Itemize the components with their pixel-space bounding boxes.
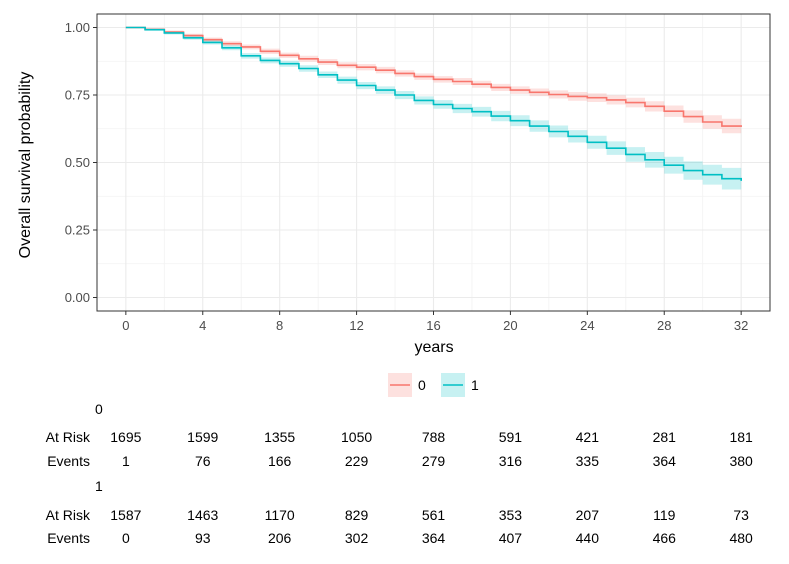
risk-events-value: 466 xyxy=(653,530,677,546)
risk-at-risk-value: 1050 xyxy=(341,429,372,445)
risk-stratum-header-0: 0 xyxy=(95,401,103,417)
risk-events-value: 1 xyxy=(122,453,130,469)
risk-at-risk-value: 1355 xyxy=(264,429,295,445)
risk-events-value: 279 xyxy=(422,453,446,469)
risk-row-label-at-risk: At Risk xyxy=(46,507,91,523)
risk-events-value: 364 xyxy=(653,453,677,469)
survival-line-0 xyxy=(125,26,742,127)
risk-at-risk-value: 353 xyxy=(499,507,523,523)
grid-major xyxy=(97,14,770,311)
risk-row-label-events: Events xyxy=(47,530,90,546)
risk-at-risk-value: 207 xyxy=(576,507,600,523)
risk-at-risk-value: 1599 xyxy=(187,429,218,445)
risk-at-risk-value: 281 xyxy=(653,429,677,445)
risk-at-risk-value: 421 xyxy=(576,429,600,445)
risk-events-value: 93 xyxy=(195,530,211,546)
y-tick-label: 0.50 xyxy=(65,155,90,170)
legend-label-0: 0 xyxy=(418,377,426,393)
risk-at-risk-value: 1587 xyxy=(110,507,141,523)
y-axis: 0.00 0.25 0.50 0.75 1.00 xyxy=(65,20,97,305)
survival-line-1 xyxy=(125,26,742,181)
y-tick-label: 0.75 xyxy=(65,88,90,103)
risk-events-value: 206 xyxy=(268,530,292,546)
risk-events-value: 440 xyxy=(576,530,600,546)
legend-label-1: 1 xyxy=(471,377,479,393)
y-tick-label: 0.25 xyxy=(65,223,90,238)
x-tick-label: 12 xyxy=(349,318,363,333)
risk-events-value: 302 xyxy=(345,530,369,546)
risk-events-value: 480 xyxy=(729,530,753,546)
risk-events-value: 76 xyxy=(195,453,211,469)
y-axis-title: Overall survival probability xyxy=(17,72,34,259)
x-tick-label: 28 xyxy=(657,318,671,333)
confidence-ribbons xyxy=(125,27,742,193)
risk-events-value: 407 xyxy=(499,530,523,546)
x-axis-title: years xyxy=(414,339,453,356)
risk-events-value: 229 xyxy=(345,453,369,469)
risk-row-label-at-risk: At Risk xyxy=(46,429,91,445)
risk-events-value: 364 xyxy=(422,530,446,546)
risk-at-risk-value: 561 xyxy=(422,507,446,523)
risk-at-risk-value: 1463 xyxy=(187,507,218,523)
y-tick-label: 0.00 xyxy=(65,290,90,305)
risk-at-risk-value: 1170 xyxy=(265,507,295,523)
x-tick-label: 8 xyxy=(276,318,283,333)
risk-row-label-events: Events xyxy=(47,453,90,469)
risk-at-risk-value: 73 xyxy=(733,507,749,523)
x-tick-label: 24 xyxy=(580,318,594,333)
x-axis: 0 4 8 12 16 20 24 28 32 xyxy=(122,311,748,333)
x-tick-label: 32 xyxy=(734,318,748,333)
risk-table: 0At RiskEvents16951159976135516610502297… xyxy=(46,401,753,546)
risk-at-risk-value: 1695 xyxy=(110,429,141,445)
risk-events-value: 0 xyxy=(122,530,130,546)
survival-curves xyxy=(125,26,742,181)
risk-events-value: 166 xyxy=(268,453,292,469)
risk-at-risk-value: 119 xyxy=(653,507,676,523)
y-tick-label: 1.00 xyxy=(65,20,90,35)
risk-at-risk-value: 829 xyxy=(345,507,369,523)
risk-at-risk-value: 181 xyxy=(729,429,753,445)
x-tick-label: 4 xyxy=(199,318,206,333)
x-tick-label: 16 xyxy=(426,318,440,333)
risk-at-risk-value: 591 xyxy=(499,429,523,445)
x-tick-label: 0 xyxy=(122,318,129,333)
risk-events-value: 316 xyxy=(499,453,523,469)
risk-at-risk-value: 788 xyxy=(422,429,446,445)
ci-ribbon-0 xyxy=(125,27,742,135)
risk-stratum-header-1: 1 xyxy=(95,478,103,494)
risk-events-value: 335 xyxy=(576,453,600,469)
risk-events-value: 380 xyxy=(729,453,753,469)
x-tick-label: 20 xyxy=(503,318,517,333)
